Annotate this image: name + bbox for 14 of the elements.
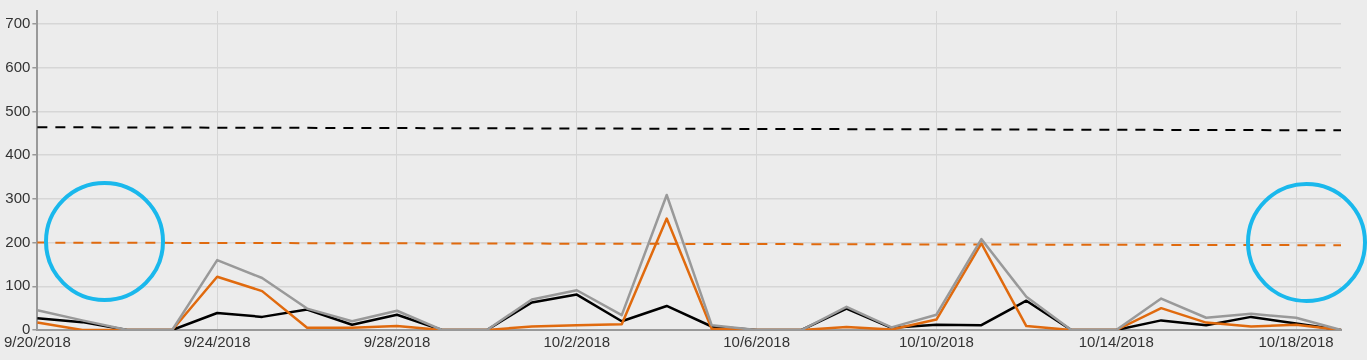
x-tick-label: 9/28/2018: [363, 333, 431, 351]
y-tick-label: 600: [5, 57, 31, 75]
x-tick-label: 10/18/2018: [1258, 333, 1334, 351]
y-tick-label: 100: [5, 276, 31, 294]
y-tick-label: 200: [5, 232, 31, 250]
y-tick-label: 400: [5, 145, 31, 163]
y-tick-label: 300: [5, 189, 31, 207]
x-tick-label: 10/2/2018: [543, 333, 611, 351]
x-tick-label: 10/10/2018: [898, 333, 974, 351]
y-tick-label: 700: [5, 14, 31, 32]
y-tick-label: 500: [5, 101, 31, 119]
x-tick-label: 10/6/2018: [723, 333, 790, 351]
x-tick-label: 10/14/2018: [1078, 333, 1154, 351]
x-tick-label: 9/24/2018: [183, 333, 251, 351]
